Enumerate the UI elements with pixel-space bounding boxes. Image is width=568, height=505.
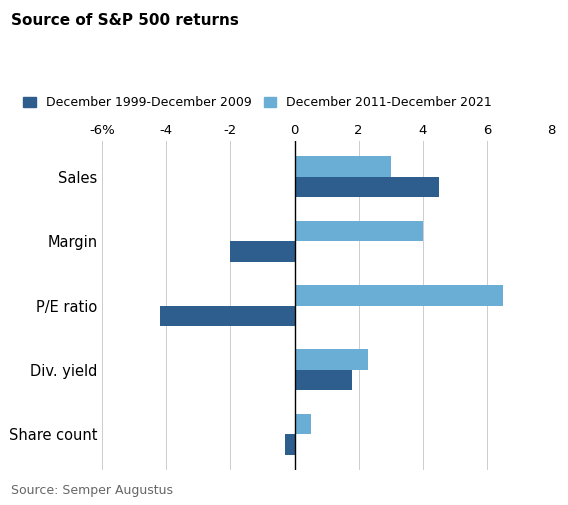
Bar bbox=[295, 157, 391, 177]
Bar bbox=[295, 414, 311, 434]
Bar bbox=[295, 177, 439, 197]
Bar bbox=[160, 306, 295, 326]
Legend: December 1999-December 2009, December 2011-December 2021: December 1999-December 2009, December 20… bbox=[23, 96, 492, 109]
Bar bbox=[285, 434, 295, 454]
Bar bbox=[295, 221, 423, 241]
Bar bbox=[295, 285, 503, 306]
Text: Source: Semper Augustus: Source: Semper Augustus bbox=[11, 484, 173, 497]
Text: Source of S&P 500 returns: Source of S&P 500 returns bbox=[11, 13, 239, 28]
Bar bbox=[295, 370, 352, 390]
Bar bbox=[295, 349, 368, 370]
Bar bbox=[231, 241, 295, 262]
